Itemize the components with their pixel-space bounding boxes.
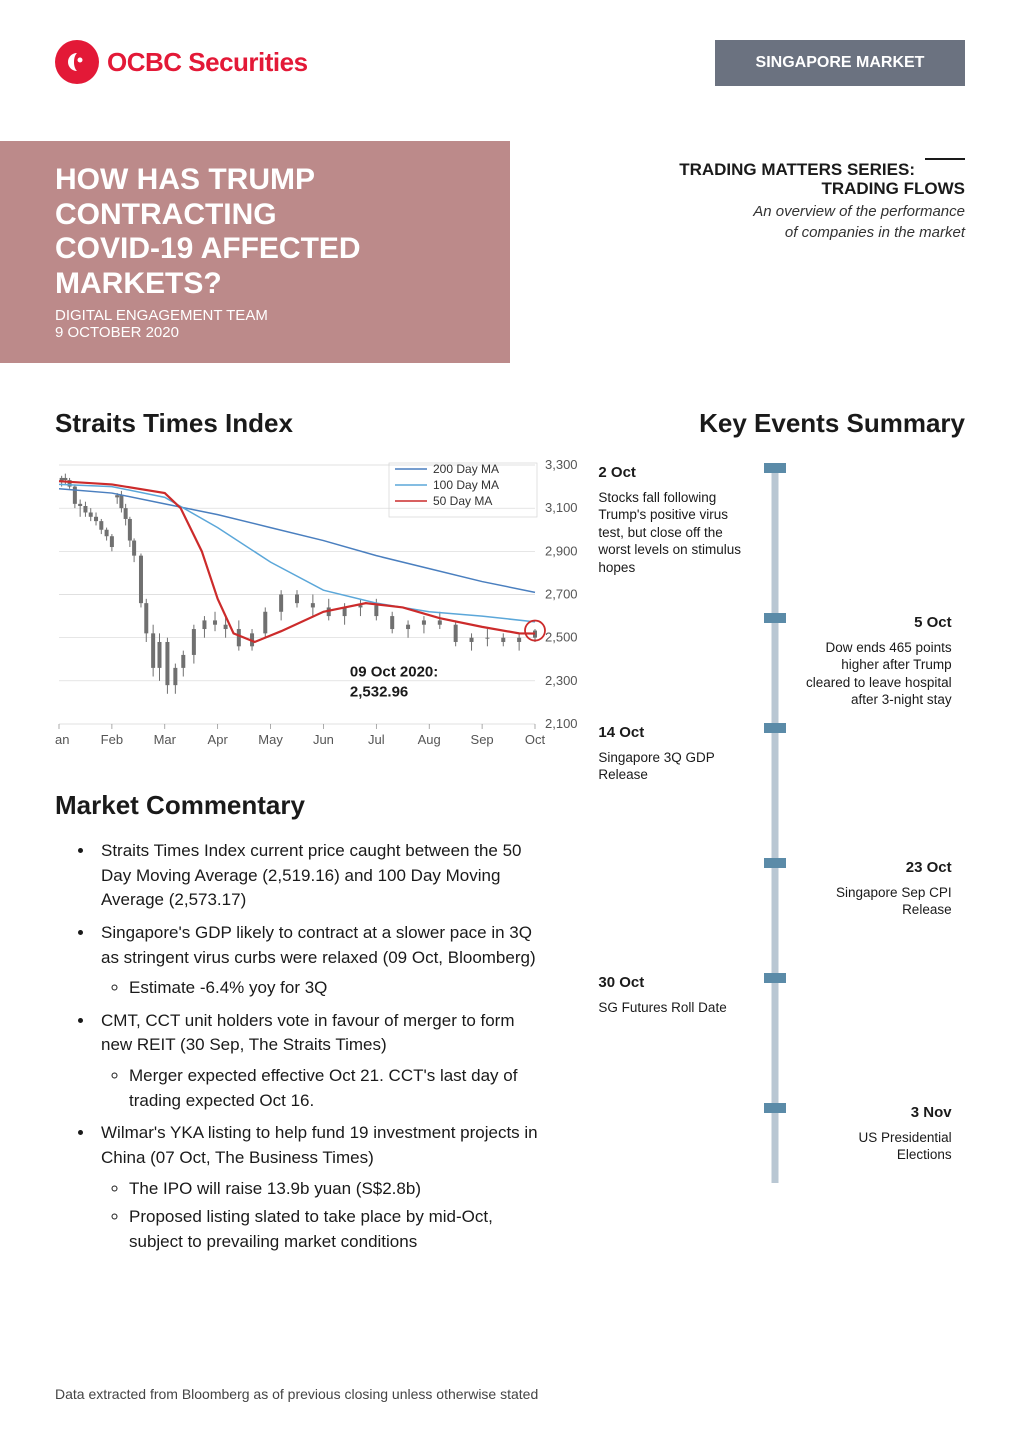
commentary-subitem: Proposed listing slated to take place by… xyxy=(129,1205,545,1254)
commentary-subitem: Estimate -6.4% yoy for 3Q xyxy=(129,976,545,1001)
svg-text:2,700: 2,700 xyxy=(545,587,578,602)
commentary-item: Straits Times Index current price caught… xyxy=(95,839,545,913)
svg-text:Feb: Feb xyxy=(101,732,123,747)
commentary-heading: Market Commentary xyxy=(55,790,545,821)
commentary-item: Wilmar's YKA listing to help fund 19 inv… xyxy=(95,1121,545,1254)
svg-text:200 Day MA: 200 Day MA xyxy=(433,462,499,476)
svg-text:2,300: 2,300 xyxy=(545,673,578,688)
title-line1: HOW HAS TRUMP CONTRACTING xyxy=(55,163,480,232)
timeline-event-text: Stocks fall following Trump's positive v… xyxy=(598,489,748,577)
svg-text:2,900: 2,900 xyxy=(545,543,578,558)
svg-text:100 Day MA: 100 Day MA xyxy=(433,478,499,492)
logo-text: OCBC Securities xyxy=(107,49,308,75)
svg-text:2,532.96: 2,532.96 xyxy=(350,684,408,701)
timeline-heading: Key Events Summary xyxy=(585,408,965,439)
timeline-event-date: 3 Nov xyxy=(802,1103,952,1123)
right-column: Key Events Summary 2 Oct Stocks fall foll… xyxy=(585,408,965,1263)
timeline-marker xyxy=(764,463,786,473)
svg-text:Oct: Oct xyxy=(525,732,546,747)
timeline-event: 2 Oct Stocks fall following Trump's posit… xyxy=(598,463,748,576)
svg-text:3,100: 3,100 xyxy=(545,500,578,515)
timeline-marker xyxy=(764,613,786,623)
commentary-item: CMT, CCT unit holders vote in favour of … xyxy=(95,1009,545,1114)
series-block: TRADING MATTERS SERIES: TRADING FLOWS An… xyxy=(510,141,965,363)
timeline-event: 14 Oct Singapore 3Q GDP Release xyxy=(598,723,748,784)
footer-note: Data extracted from Bloomberg as of prev… xyxy=(55,1386,538,1402)
left-column: Straits Times Index 2,1002,3002,5002,700… xyxy=(55,408,545,1263)
title-subtitle: DIGITAL ENGAGEMENT TEAM xyxy=(55,307,480,324)
timeline-event-date: 23 Oct xyxy=(802,858,952,878)
svg-text:09 Oct 2020:: 09 Oct 2020: xyxy=(350,664,438,681)
timeline-event: 3 Nov US Presidential Elections xyxy=(802,1103,952,1164)
series-line1: TRADING MATTERS SERIES: xyxy=(679,160,915,179)
title-line2: COVID-19 AFFECTED MARKETS? xyxy=(55,232,480,301)
content-row: Straits Times Index 2,1002,3002,5002,700… xyxy=(0,363,1020,1263)
svg-text:Jun: Jun xyxy=(313,732,334,747)
header-row: OCBC Securities SINGAPORE MARKET xyxy=(0,0,1020,86)
commentary-list: Straits Times Index current price caught… xyxy=(55,839,545,1255)
timeline-marker xyxy=(764,723,786,733)
timeline-axis xyxy=(772,463,779,1183)
title-date: 9 OCTOBER 2020 xyxy=(55,324,480,341)
timeline-event-date: 14 Oct xyxy=(598,723,748,743)
commentary-subitem: Merger expected effective Oct 21. CCT's … xyxy=(129,1064,545,1113)
timeline-event-text: Singapore 3Q GDP Release xyxy=(598,749,748,784)
svg-text:Mar: Mar xyxy=(154,732,177,747)
svg-text:3,300: 3,300 xyxy=(545,457,578,472)
svg-text:2,500: 2,500 xyxy=(545,630,578,645)
series-line2: TRADING FLOWS xyxy=(540,178,965,199)
timeline-event: 23 Oct Singapore Sep CPI Release xyxy=(802,858,952,919)
svg-text:Aug: Aug xyxy=(418,732,441,747)
svg-text:2,100: 2,100 xyxy=(545,716,578,731)
timeline-marker xyxy=(764,973,786,983)
svg-text:Jan: Jan xyxy=(55,732,69,747)
timeline-marker xyxy=(764,858,786,868)
title-block: HOW HAS TRUMP CONTRACTING COVID-19 AFFEC… xyxy=(0,141,510,363)
commentary-subitem: The IPO will raise 13.9b yuan (S$2.8b) xyxy=(129,1177,545,1202)
commentary-item: Singapore's GDP likely to contract at a … xyxy=(95,921,545,1001)
svg-text:Jul: Jul xyxy=(368,732,385,747)
timeline: 2 Oct Stocks fall following Trump's posit… xyxy=(585,463,965,1183)
logo-area: OCBC Securities xyxy=(55,40,308,84)
series-desc1: An overview of the performance xyxy=(540,202,965,222)
market-badge: SINGAPORE MARKET xyxy=(715,40,965,86)
timeline-event-text: Dow ends 465 points higher after Trump c… xyxy=(802,639,952,709)
svg-text:50 Day MA: 50 Day MA xyxy=(433,494,492,508)
series-rule-icon xyxy=(925,158,965,160)
title-row: HOW HAS TRUMP CONTRACTING COVID-19 AFFEC… xyxy=(0,141,1020,363)
timeline-event-date: 30 Oct xyxy=(598,973,748,993)
timeline-event-text: SG Futures Roll Date xyxy=(598,999,748,1017)
timeline-event-date: 5 Oct xyxy=(802,613,952,633)
timeline-event-text: Singapore Sep CPI Release xyxy=(802,884,952,919)
svg-text:Apr: Apr xyxy=(208,732,229,747)
timeline-event: 5 Oct Dow ends 465 points higher after Tr… xyxy=(802,613,952,709)
timeline-event-text: US Presidential Elections xyxy=(802,1129,952,1164)
sti-chart: 2,1002,3002,5002,7002,9003,1003,300JanFe… xyxy=(55,457,545,752)
svg-text:Sep: Sep xyxy=(471,732,494,747)
svg-text:May: May xyxy=(258,732,283,747)
logo-icon xyxy=(55,40,99,84)
timeline-event-date: 2 Oct xyxy=(598,463,748,483)
timeline-event: 30 Oct SG Futures Roll Date xyxy=(598,973,748,1016)
chart-heading: Straits Times Index xyxy=(55,408,545,439)
timeline-marker xyxy=(764,1103,786,1113)
series-desc2: of companies in the market xyxy=(540,223,965,243)
